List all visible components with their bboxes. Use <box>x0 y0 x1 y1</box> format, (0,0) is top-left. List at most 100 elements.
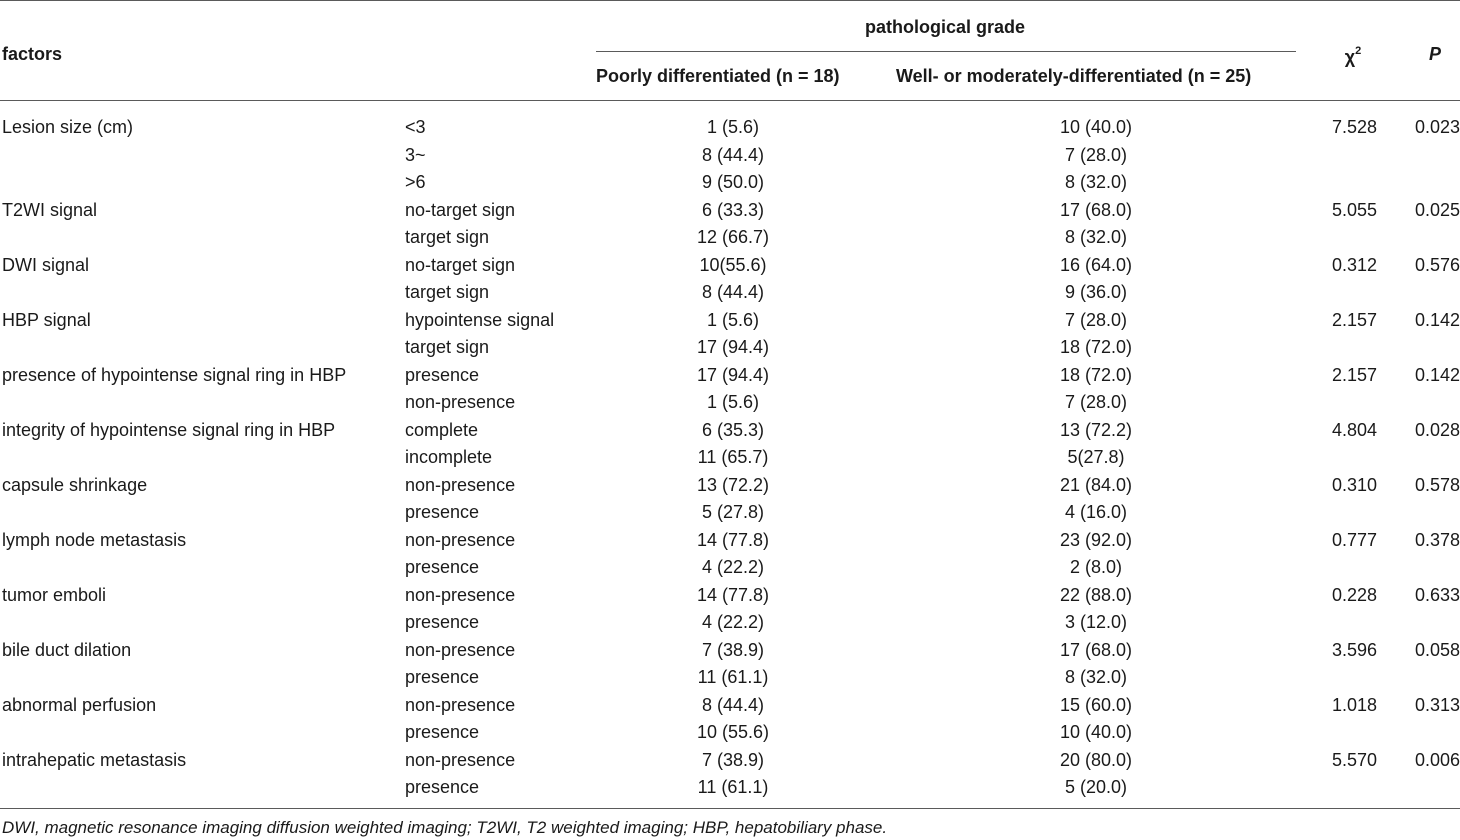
cell-factor: tumor emboli <box>2 584 107 605</box>
cell-poor: 1 (5.6) <box>706 117 760 137</box>
cell-well: 10 (40.0) <box>1059 117 1133 137</box>
cell-chi-square: 0.310 <box>1331 474 1377 495</box>
cell-level: non-presence <box>405 474 516 495</box>
cell-level: non-presence <box>405 639 516 660</box>
cell-factor: capsule shrinkage <box>2 474 148 495</box>
cell-level: no-target sign <box>405 254 516 275</box>
cell-poor: 4 (22.2) <box>701 557 765 577</box>
cell-factor: intrahepatic metastasis <box>2 749 187 770</box>
cell-chi-square: 2.157 <box>1331 309 1377 330</box>
cell-well: 18 (72.0) <box>1059 364 1133 385</box>
cell-well: 20 (80.0) <box>1059 749 1133 770</box>
top-rule <box>0 0 1460 1</box>
cell-well: 8 (32.0) <box>1064 667 1128 687</box>
cell-well: 7 (28.0) <box>1064 309 1128 330</box>
cell-level: non-presence <box>405 584 516 605</box>
cell-chi-square: 3.596 <box>1331 639 1377 660</box>
cell-level: presence <box>405 722 480 742</box>
cell-poor: 9 (50.0) <box>701 172 765 192</box>
cell-factor: lymph node metastasis <box>2 529 187 550</box>
cell-p-value: 0.578 <box>1414 474 1460 495</box>
header-col-well: Well- or moderately-differentiated (n = … <box>896 66 1252 86</box>
header-chi-square: χ2 <box>1345 46 1362 68</box>
cell-level: presence <box>405 777 480 797</box>
header-col-poor: Poorly differentiated (n = 18) <box>596 66 840 86</box>
cell-poor: 1 (5.6) <box>706 309 760 330</box>
cell-p-value: 0.313 <box>1414 694 1460 715</box>
cell-poor: 11 (61.1) <box>697 667 769 687</box>
cell-well: 17 (68.0) <box>1059 199 1133 220</box>
cell-level: non-presence <box>405 529 516 550</box>
cell-poor: 17 (94.4) <box>696 364 770 385</box>
cell-p-value: 0.142 <box>1414 364 1460 385</box>
cell-well: 5(27.8) <box>1067 447 1125 467</box>
cell-well: 8 (32.0) <box>1064 227 1128 247</box>
header-p-value: P <box>1428 44 1442 64</box>
cell-poor: 12 (66.7) <box>696 227 770 247</box>
group-rule <box>596 51 1296 52</box>
cell-factor: DWI signal <box>2 254 90 275</box>
cell-factor: T2WI signal <box>2 199 98 220</box>
cell-p-value: 0.142 <box>1414 309 1460 330</box>
cell-level: presence <box>405 612 480 632</box>
cell-poor: 6 (33.3) <box>701 199 765 220</box>
cell-poor: 4 (22.2) <box>701 612 765 632</box>
cell-well: 9 (36.0) <box>1064 282 1128 302</box>
cell-chi-square: 2.157 <box>1331 364 1377 385</box>
cell-chi-square: 5.055 <box>1331 199 1377 220</box>
cell-level: incomplete <box>405 447 493 467</box>
cell-level: 3~ <box>405 144 426 165</box>
cell-poor: 10(55.6) <box>699 254 767 275</box>
cell-poor: 11 (65.7) <box>697 447 769 467</box>
cell-well: 17 (68.0) <box>1059 639 1133 660</box>
cell-level: >6 <box>405 172 426 192</box>
cell-well: 5 (20.0) <box>1064 777 1128 797</box>
cell-poor: 7 (38.9) <box>701 749 765 770</box>
cell-poor: 1 (5.6) <box>706 392 760 412</box>
cell-poor: 6 (35.3) <box>701 419 765 440</box>
cell-p-value: 0.058 <box>1414 639 1460 660</box>
cell-well: 18 (72.0) <box>1059 337 1133 357</box>
cell-level: <3 <box>405 117 426 137</box>
cell-poor: 14 (77.8) <box>696 529 770 550</box>
cell-chi-square: 7.528 <box>1331 117 1377 137</box>
cell-level: no-target sign <box>405 199 516 220</box>
cell-factor: presence of hypointense signal ring in H… <box>2 364 347 385</box>
cell-chi-square: 5.570 <box>1331 749 1377 770</box>
cell-p-value: 0.023 <box>1414 117 1460 137</box>
cell-poor: 13 (72.2) <box>696 474 770 495</box>
cell-well: 4 (16.0) <box>1064 502 1128 522</box>
cell-well: 15 (60.0) <box>1059 694 1133 715</box>
table-footnote: DWI, magnetic resonance imaging diffusio… <box>2 818 888 837</box>
cell-poor: 11 (61.1) <box>697 777 769 797</box>
cell-well: 10 (40.0) <box>1059 722 1133 742</box>
cell-well: 21 (84.0) <box>1059 474 1133 495</box>
cell-well: 7 (28.0) <box>1064 144 1128 165</box>
cell-poor: 8 (44.4) <box>701 282 765 302</box>
cell-level: non-presence <box>405 694 516 715</box>
chi-superscript: 2 <box>1355 45 1362 57</box>
cell-poor: 8 (44.4) <box>701 694 765 715</box>
header-factors: factors <box>2 44 63 64</box>
cell-level: target sign <box>405 282 490 302</box>
cell-level: presence <box>405 502 480 522</box>
header-group-label: pathological grade <box>864 17 1026 37</box>
cell-chi-square: 0.777 <box>1331 529 1377 550</box>
cell-level: complete <box>405 419 479 440</box>
cell-factor: abnormal perfusion <box>2 694 157 715</box>
cell-well: 3 (12.0) <box>1064 612 1128 632</box>
cell-level: presence <box>405 557 480 577</box>
cell-poor: 10 (55.6) <box>696 722 770 742</box>
cell-factor: HBP signal <box>2 309 91 330</box>
table-bottom-rule <box>0 808 1460 809</box>
cell-p-value: 0.378 <box>1414 529 1460 550</box>
cell-level: non-presence <box>405 392 516 412</box>
cell-level: presence <box>405 667 480 687</box>
cell-level: hypointense signal <box>405 309 555 330</box>
cell-chi-square: 1.018 <box>1331 694 1377 715</box>
cell-factor: integrity of hypointense signal ring in … <box>2 419 336 440</box>
cell-well: 23 (92.0) <box>1059 529 1133 550</box>
cell-p-value: 0.025 <box>1414 199 1460 220</box>
cell-level: non-presence <box>405 749 516 770</box>
cell-factor: Lesion size (cm) <box>2 117 134 137</box>
